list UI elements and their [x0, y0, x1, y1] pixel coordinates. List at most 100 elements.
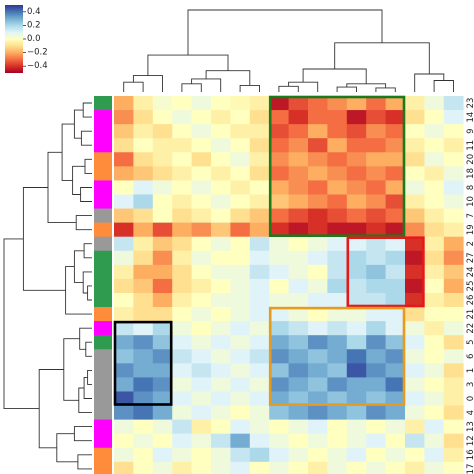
heatmap-cell: [327, 419, 348, 435]
heatmap-cell: [152, 419, 173, 435]
heatmap-cell: [405, 180, 425, 195]
heatmap-cell: [152, 307, 173, 322]
heatmap-cell: [152, 180, 173, 195]
heatmap-cell: [308, 419, 328, 435]
heatmap-cell: [191, 222, 212, 238]
heatmap-cell: [114, 236, 134, 252]
heatmap-cell: [385, 180, 406, 195]
heatmap-cell: [230, 321, 251, 336]
heatmap-cell: [230, 461, 251, 474]
heatmap-cell: [366, 236, 386, 252]
heatmap-cell: [308, 377, 328, 392]
y-tick-label: 24: [466, 266, 474, 277]
heatmap-cell: [288, 349, 309, 364]
row-color-cell: [94, 377, 112, 392]
heatmap-cell: [424, 208, 445, 224]
heatmap-cell: [346, 166, 367, 181]
heatmap-cell: [327, 124, 348, 139]
heatmap-cell: [230, 405, 251, 421]
heatmap-cell: [366, 433, 386, 449]
heatmap-cell: [327, 363, 348, 378]
heatmap-cell: [424, 278, 445, 294]
heatmap-cell: [443, 124, 464, 139]
heatmap-cell: [191, 180, 212, 195]
heatmap-cell: [249, 166, 270, 181]
heatmap-cell: [249, 152, 270, 167]
heatmap-cell: [172, 377, 192, 392]
heatmap-cell: [230, 96, 251, 111]
heatmap-cell: [366, 307, 386, 322]
heatmap-cell: [385, 461, 406, 474]
heatmap-cell: [269, 391, 289, 406]
heatmap-cell: [327, 278, 348, 294]
row-color-cell: [94, 278, 112, 294]
y-tick-label: 8: [466, 185, 474, 190]
heatmap-cell: [249, 335, 270, 350]
heatmap-cell: [172, 278, 192, 294]
heatmap-cell: [443, 138, 464, 153]
heatmap-cell: [133, 405, 154, 421]
y-tick-label: 2: [466, 241, 474, 246]
heatmap-cell: [346, 447, 367, 463]
heatmap-cell: [308, 363, 328, 378]
heatmap-cell: [288, 391, 309, 406]
heatmap-cell: [308, 152, 328, 167]
heatmap-cell: [443, 96, 464, 111]
heatmap-cell: [366, 166, 386, 181]
y-tick-label: 0: [466, 396, 474, 401]
heatmap-cell: [269, 138, 289, 153]
heatmap-cell: [346, 222, 367, 238]
heatmap-cell: [346, 433, 367, 449]
heatmap-cell: [230, 349, 251, 364]
heatmap-cells: [114, 96, 464, 474]
heatmap-cell: [366, 461, 386, 474]
heatmap-cell: [405, 138, 425, 153]
heatmap-cell: [133, 307, 154, 322]
heatmap-cell: [443, 292, 464, 308]
highlight-box: [268, 306, 406, 406]
heatmap-cell: [327, 391, 348, 406]
heatmap-cell: [327, 166, 348, 181]
heatmap-cell: [114, 335, 134, 350]
heatmap-cell: [443, 208, 464, 224]
heatmap-cell: [327, 264, 348, 280]
heatmap-cell: [211, 447, 231, 463]
heatmap-cell: [172, 138, 192, 153]
row-color-strip: [94, 96, 112, 474]
heatmap-cell: [211, 307, 231, 322]
heatmap-cell: [405, 96, 425, 111]
heatmap-cell: [366, 250, 386, 266]
heatmap-cell: [346, 377, 367, 392]
heatmap-cell: [443, 250, 464, 266]
y-tick-label: 11: [466, 140, 474, 151]
heatmap-cell: [211, 461, 231, 474]
heatmap-cell: [366, 447, 386, 463]
heatmap-cell: [249, 377, 270, 392]
row-color-cell: [94, 292, 112, 308]
heatmap-cell: [211, 236, 231, 252]
row-color-cell: [94, 110, 112, 125]
heatmap-cell: [405, 363, 425, 378]
heatmap-cell: [346, 124, 367, 139]
heatmap-cell: [405, 194, 425, 209]
heatmap-cell: [133, 391, 154, 406]
heatmap-cell: [230, 377, 251, 392]
heatmap-cell: [385, 222, 406, 238]
heatmap-cell: [191, 208, 212, 224]
heatmap-cell: [249, 461, 270, 474]
y-tick-label: 25: [466, 280, 474, 291]
heatmap-cell: [405, 335, 425, 350]
heatmap-cell: [230, 264, 251, 280]
heatmap-cell: [114, 419, 134, 435]
heatmap-cell: [424, 391, 445, 406]
heatmap-cell: [405, 278, 425, 294]
row-color-cell: [94, 236, 112, 252]
heatmap-cell: [405, 208, 425, 224]
heatmap-cell: [443, 152, 464, 167]
heatmap-cell: [443, 419, 464, 435]
heatmap-cell: [327, 433, 348, 449]
heatmap-cell: [346, 307, 367, 322]
heatmap-cell: [114, 363, 134, 378]
heatmap-cell: [405, 321, 425, 336]
heatmap-cell: [308, 96, 328, 111]
